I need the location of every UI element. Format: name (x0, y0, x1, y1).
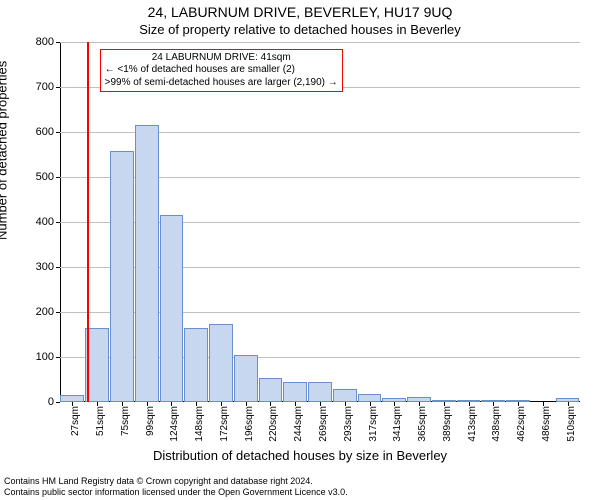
callout-line-2: ← <1% of detached houses are smaller (2) (105, 64, 338, 77)
y-tick-mark (56, 177, 60, 178)
x-tick-label: 269sqm (320, 388, 331, 424)
y-tick-mark (56, 312, 60, 313)
x-tick-label: 341sqm (394, 388, 405, 424)
x-axis-label: Distribution of detached houses by size … (0, 448, 600, 463)
x-tick-label: 244sqm (295, 388, 306, 424)
x-tick-label: 172sqm (221, 388, 232, 424)
x-tick-label: 75sqm (122, 391, 133, 421)
y-tick-label: 800 (36, 36, 54, 48)
y-tick-label: 600 (36, 126, 54, 138)
y-tick-label: 200 (36, 306, 54, 318)
footer-text: Contains HM Land Registry data © Crown c… (4, 476, 596, 499)
x-tick-label: 99sqm (147, 391, 158, 421)
y-tick-label: 300 (36, 261, 54, 273)
footer-line-2: Contains public sector information licen… (4, 487, 596, 498)
grid-line (60, 42, 580, 43)
y-tick-label: 500 (36, 171, 54, 183)
y-tick-mark (56, 357, 60, 358)
x-tick-label: 124sqm (171, 388, 182, 424)
y-tick-label: 0 (48, 396, 54, 408)
chart-container: 24, LABURNUM DRIVE, BEVERLEY, HU17 9UQ S… (0, 0, 600, 500)
x-tick-label: 51sqm (97, 391, 108, 421)
histogram-bar (160, 215, 184, 402)
chart-title: 24, LABURNUM DRIVE, BEVERLEY, HU17 9UQ (0, 4, 600, 20)
y-tick-mark (56, 87, 60, 88)
x-tick-label: 220sqm (270, 388, 281, 424)
x-tick-label: 510sqm (568, 388, 579, 424)
y-tick-mark (56, 42, 60, 43)
callout-line-3: >99% of semi-detached houses are larger … (105, 77, 338, 90)
callout-line-1: 24 LABURNUM DRIVE: 41sqm (105, 52, 338, 65)
x-tick-label: 462sqm (518, 388, 529, 424)
x-tick-label: 317sqm (370, 388, 381, 424)
x-tick-label: 293sqm (345, 388, 356, 424)
chart-subtitle: Size of property relative to detached ho… (0, 22, 600, 37)
y-axis-label: Number of detached properties (0, 61, 10, 240)
x-tick-label: 365sqm (419, 388, 430, 424)
y-tick-label: 700 (36, 81, 54, 93)
x-tick-label: 389sqm (444, 388, 455, 424)
y-tick-mark (56, 402, 60, 403)
y-tick-label: 100 (36, 351, 54, 363)
x-tick-label: 148sqm (196, 388, 207, 424)
y-tick-mark (56, 267, 60, 268)
plot-area: 010020030040050060070080027sqm51sqm75sqm… (60, 42, 580, 402)
callout-box: 24 LABURNUM DRIVE: 41sqm← <1% of detache… (100, 49, 343, 93)
reference-line (87, 42, 89, 402)
histogram-bar (110, 151, 134, 402)
x-tick-label: 196sqm (246, 388, 257, 424)
x-tick-label: 413sqm (469, 388, 480, 424)
footer-line-1: Contains HM Land Registry data © Crown c… (4, 476, 596, 487)
x-tick-label: 486sqm (543, 388, 554, 424)
x-tick-label: 438sqm (493, 388, 504, 424)
y-tick-mark (56, 222, 60, 223)
y-tick-mark (56, 132, 60, 133)
y-tick-label: 400 (36, 216, 54, 228)
x-tick-label: 27sqm (72, 391, 83, 421)
histogram-bar (135, 125, 159, 402)
